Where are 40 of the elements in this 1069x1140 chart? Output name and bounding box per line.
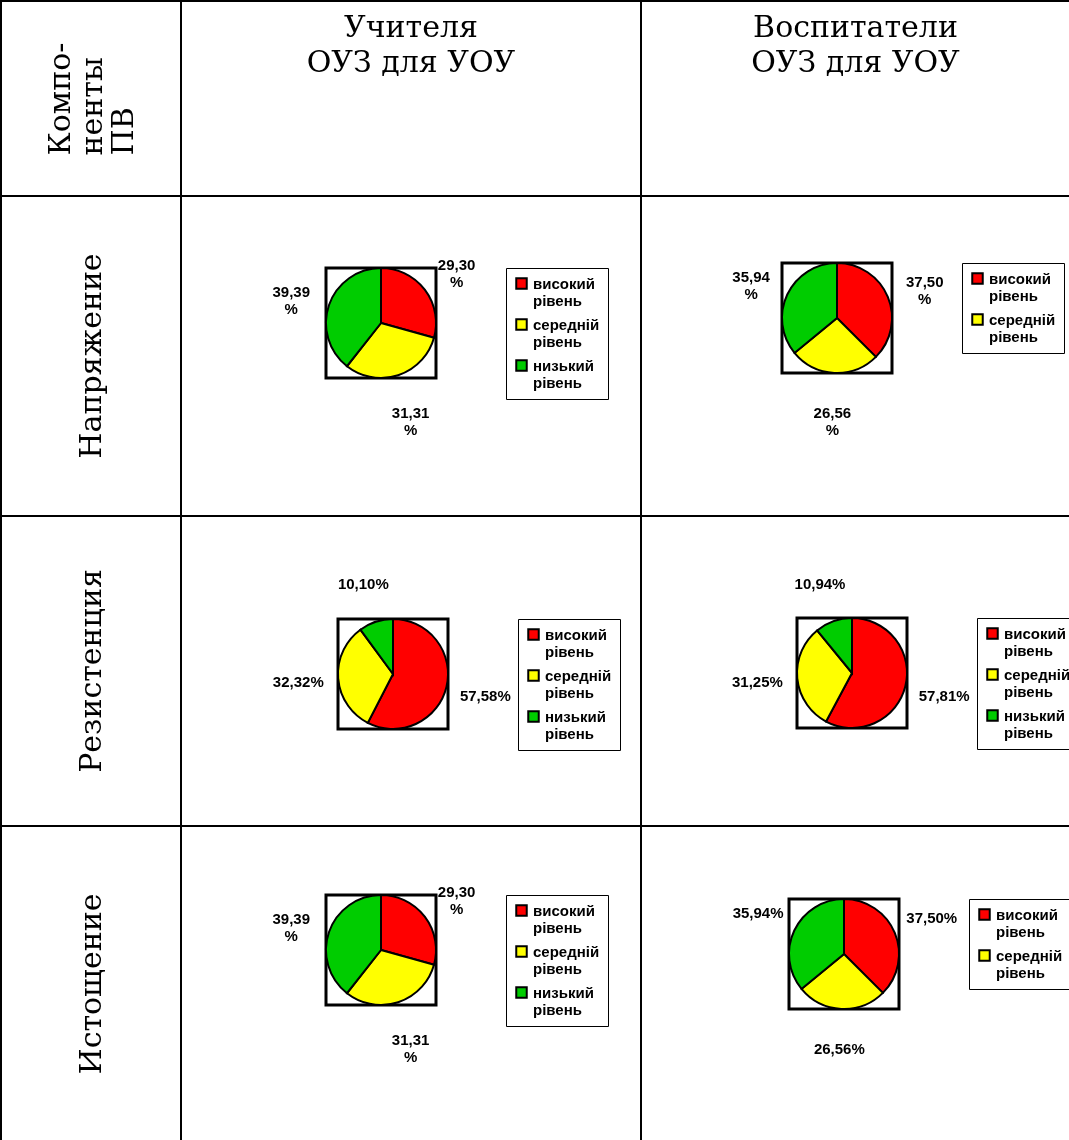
legend-label: низький рівень bbox=[545, 707, 606, 741]
legend-label: високий рівень bbox=[1004, 624, 1066, 659]
data-label: 32,32% bbox=[272, 672, 324, 690]
legend-label: високий рівень bbox=[989, 269, 1051, 303]
text: Истощение bbox=[73, 892, 109, 1075]
data-label: 37,50% bbox=[906, 908, 958, 926]
legend-label: високий рівень bbox=[545, 625, 607, 659]
data-label: 26,56% bbox=[813, 1039, 865, 1057]
data-label: 57,58% bbox=[459, 686, 511, 704]
data-label: 39,39 % bbox=[272, 909, 310, 944]
data-label: 57,81% bbox=[918, 687, 970, 705]
legend-label: середній рівень bbox=[989, 310, 1056, 344]
data-label: 10,94% bbox=[794, 574, 846, 592]
data-label: 26,56 % bbox=[813, 403, 852, 438]
data-label: 35,94 % bbox=[732, 267, 771, 302]
legend-label: високий рівень bbox=[996, 905, 1058, 939]
data-label: 37,50 % bbox=[906, 272, 944, 307]
legend-label: середній рівень bbox=[545, 666, 612, 700]
text: Напряжение bbox=[73, 253, 109, 459]
legend-label: середній рівень bbox=[1004, 665, 1069, 700]
text: Воспитатели ОУЗ для УОУ bbox=[641, 1, 1069, 196]
text: Резистенция bbox=[73, 569, 109, 773]
legend-label: середній рівень bbox=[996, 946, 1063, 980]
legend-label: низький рівень bbox=[1004, 706, 1065, 741]
legend-label: низький рівень bbox=[533, 983, 594, 1018]
data-label: 35,94% bbox=[732, 903, 784, 921]
legend-label: середній рівень bbox=[533, 942, 600, 977]
data-label: 29,30 % bbox=[437, 883, 476, 918]
data-label: 31,25% bbox=[732, 673, 783, 691]
text: Компо- ненты ПВ bbox=[41, 42, 140, 155]
data-label: 10,10% bbox=[337, 574, 389, 592]
legend-label: високий рівень bbox=[533, 901, 595, 936]
data-label: 31,31 % bbox=[391, 1031, 430, 1066]
legend-label: середній рівень bbox=[533, 315, 600, 349]
legend-label: низький рівень bbox=[533, 356, 594, 390]
legend-label: високий рівень bbox=[533, 274, 595, 308]
data-label: 39,39 % bbox=[272, 282, 310, 317]
data-label: 29,30 % bbox=[437, 255, 476, 290]
data-label: 31,31 % bbox=[391, 403, 430, 438]
text: Учителя ОУЗ для УОУ bbox=[181, 1, 641, 196]
